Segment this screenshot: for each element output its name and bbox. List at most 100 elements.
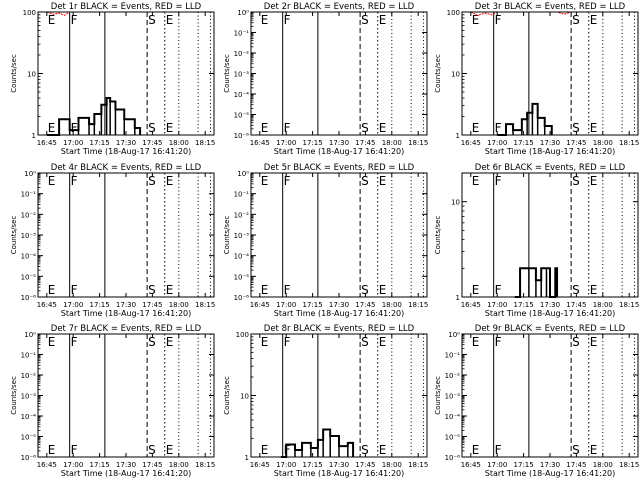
y-axis-label: Counts/sec <box>434 216 442 255</box>
panel-title: Det 4r BLACK = Events, RED = LLD <box>51 163 202 173</box>
marker-label-top: E <box>261 335 269 349</box>
x-tick-label: 17:00 <box>63 301 83 309</box>
y-tick-label: 10⁻⁴ <box>234 91 250 99</box>
x-tick-label: 18:15 <box>619 461 639 469</box>
y-tick-label: 1 <box>456 294 460 302</box>
x-tick-label: 16:45 <box>37 301 57 309</box>
panel-det-2: Det 2r BLACK = Events, RED = LLDEEFFSSEE… <box>223 2 428 156</box>
x-tick-label: 18:15 <box>619 301 639 309</box>
x-tick-label: 18:15 <box>408 461 428 469</box>
y-tick-label: 10⁰ <box>24 331 36 339</box>
y-tick-label: 10⁻⁶ <box>445 454 461 462</box>
y-tick-label: 10⁻² <box>445 372 461 380</box>
plot-frame <box>250 11 428 136</box>
x-tick-label: 16:45 <box>461 461 481 469</box>
x-tick-label: 18:00 <box>169 139 189 147</box>
y-tick-label: 10⁻⁵ <box>21 273 37 281</box>
x-tick-label: 18:00 <box>169 301 189 309</box>
y-tick-label: 10⁰ <box>448 331 460 339</box>
marker-label-top: S <box>148 174 156 188</box>
x-tick-label: 17:45 <box>142 139 162 147</box>
panel-det-6: Det 6r BLACK = Events, RED = LLDEEFFSSEE… <box>434 163 639 318</box>
marker-label-bottom: E <box>261 121 269 135</box>
marker-label-top: E <box>379 13 387 27</box>
y-tick-label: 10⁻⁵ <box>234 112 250 120</box>
y-tick-label: 10⁻¹ <box>234 191 250 199</box>
marker-label-bottom: E <box>48 443 56 457</box>
marker-label-top: E <box>590 13 598 27</box>
y-tick-label: 10⁻³ <box>21 393 37 401</box>
plot-frame <box>37 172 215 298</box>
x-tick-label: 16:45 <box>250 301 270 309</box>
x-tick-label: 17:30 <box>329 139 349 147</box>
marker-label-bottom: S <box>572 283 580 297</box>
marker-label-top: S <box>361 335 369 349</box>
plot-frame <box>250 172 428 298</box>
y-axis-label: Counts/sec <box>223 376 231 415</box>
y-tick-label: 10⁻¹ <box>445 352 461 360</box>
x-tick-label: 17:15 <box>514 461 534 469</box>
marker-label-bottom: S <box>361 443 369 457</box>
x-tick-label: 17:30 <box>540 139 560 147</box>
y-axis-label: Counts/sec <box>10 376 18 415</box>
marker-label-top: E <box>166 335 174 349</box>
y-tick-label: 10⁻² <box>21 372 37 380</box>
marker-label-bottom: E <box>166 121 174 135</box>
y-tick-label: 10⁻⁶ <box>234 294 250 302</box>
x-tick-label: 17:30 <box>329 461 349 469</box>
y-tick-label: 10 <box>451 71 460 79</box>
marker-label-bottom: S <box>361 121 369 135</box>
marker-label-bottom: E <box>590 283 598 297</box>
y-tick-label: 1 <box>456 132 460 140</box>
y-tick-label: 10⁰ <box>237 9 249 17</box>
x-tick-label: 17:45 <box>355 461 375 469</box>
marker-label-bottom: F <box>284 283 291 297</box>
marker-label-top: F <box>284 174 291 188</box>
x-axis-label: Start Time (18-Aug-17 16:41:20) <box>61 469 192 478</box>
marker-label-bottom: F <box>71 283 78 297</box>
x-tick-label: 17:15 <box>303 461 323 469</box>
x-tick-label: 16:45 <box>461 301 481 309</box>
marker-label-bottom: E <box>48 283 56 297</box>
marker-label-top: F <box>495 335 502 349</box>
y-axis-label: Counts/sec <box>10 54 18 93</box>
marker-label-bottom: S <box>148 443 156 457</box>
x-tick-label: 17:15 <box>303 301 323 309</box>
y-axis-label: Counts/sec <box>434 54 442 93</box>
marker-label-top: E <box>379 174 387 188</box>
x-axis-label: Start Time (18-Aug-17 16:41:20) <box>485 309 616 318</box>
x-tick-label: 17:30 <box>116 139 136 147</box>
y-tick-label: 10⁻³ <box>21 232 37 240</box>
x-tick-label: 17:15 <box>90 301 110 309</box>
marker-label-top: F <box>284 335 291 349</box>
marker-label-bottom: S <box>572 121 580 135</box>
y-tick-label: 1 <box>245 454 249 462</box>
x-tick-label: 17:15 <box>303 139 323 147</box>
marker-label-bottom: E <box>166 283 174 297</box>
marker-label-top: S <box>572 174 580 188</box>
y-tick-label: 10⁻⁴ <box>21 413 37 421</box>
panel-title: Det 5r BLACK = Events, RED = LLD <box>264 163 415 173</box>
y-tick-label: 10 <box>27 71 36 79</box>
marker-label-top: S <box>361 174 369 188</box>
x-tick-label: 18:00 <box>593 139 613 147</box>
x-tick-label: 17:30 <box>540 461 560 469</box>
plot-frame <box>461 333 639 458</box>
marker-label-bottom: S <box>148 121 156 135</box>
x-axis-label: Start Time (18-Aug-17 16:41:20) <box>485 469 616 478</box>
y-tick-label: 10 <box>451 199 460 207</box>
marker-label-top: E <box>166 13 174 27</box>
y-tick-label: 10⁻⁴ <box>234 253 250 261</box>
y-tick-label: 10⁻⁴ <box>21 253 37 261</box>
y-tick-label: 100 <box>23 9 36 17</box>
x-tick-label: 18:00 <box>593 301 613 309</box>
marker-label-top: E <box>48 13 56 27</box>
marker-label-bottom: E <box>48 121 56 135</box>
x-tick-label: 17:45 <box>566 139 586 147</box>
x-tick-label: 17:45 <box>566 461 586 469</box>
y-tick-label: 10⁻⁶ <box>21 454 37 462</box>
x-tick-label: 18:15 <box>195 461 215 469</box>
x-axis-label: Start Time (18-Aug-17 16:41:20) <box>61 147 192 156</box>
x-axis-label: Start Time (18-Aug-17 16:41:20) <box>485 147 616 156</box>
